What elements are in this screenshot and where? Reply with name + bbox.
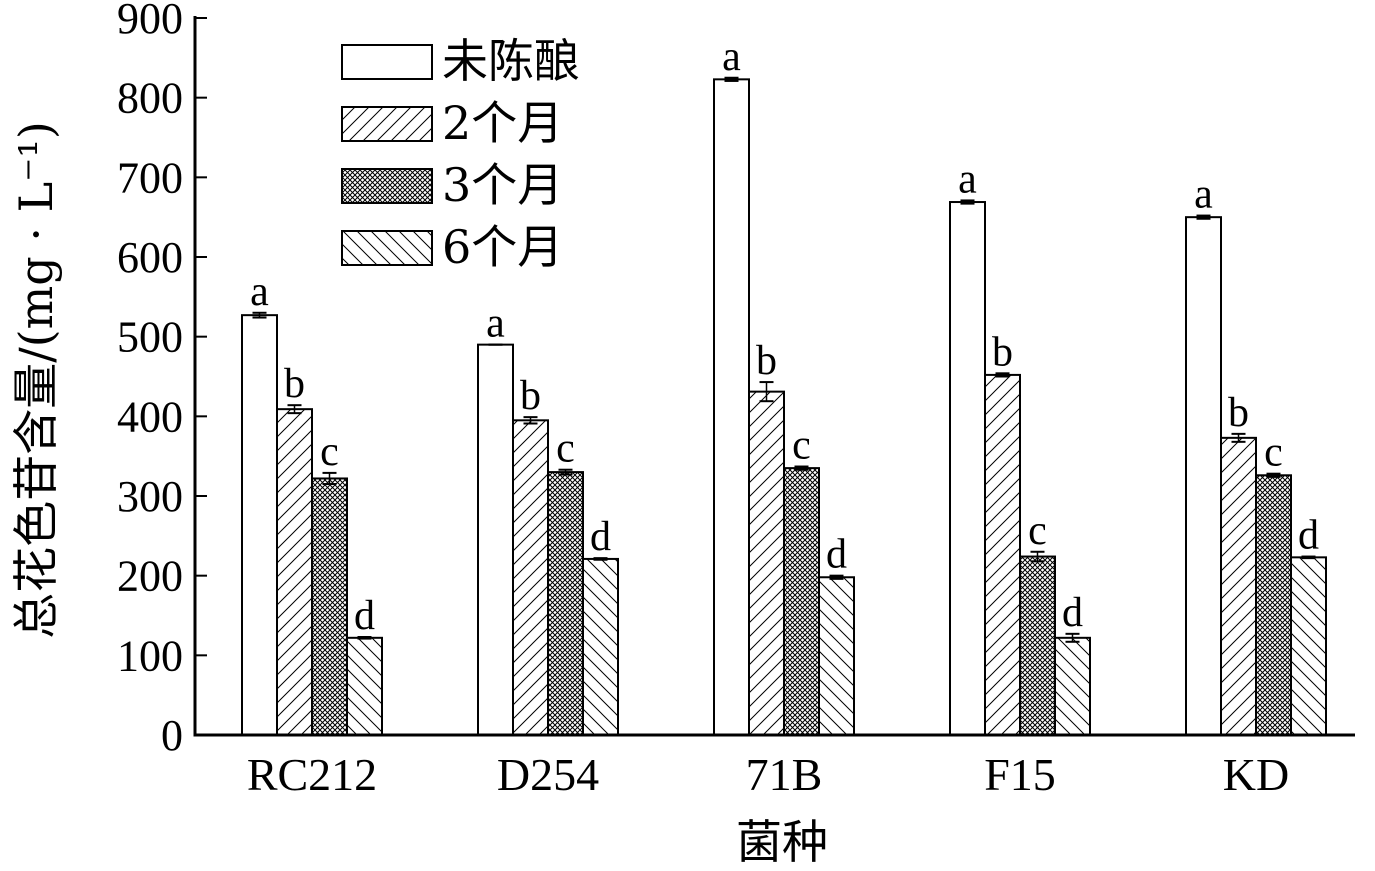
y-tick-label: 900	[117, 0, 183, 43]
bar-F15-3	[1054, 636, 1091, 736]
significance-letter-71B-1: b	[756, 338, 777, 384]
significance-letter-RC212-3: d	[354, 593, 375, 639]
bar-RC212-0	[241, 314, 278, 736]
bar-KD-2	[1255, 474, 1292, 736]
significance-letter-RC212-1: b	[284, 361, 305, 407]
significance-letter-RC212-2: c	[320, 429, 339, 475]
bar-D254-0	[477, 343, 514, 736]
bar-D254-2	[547, 471, 584, 736]
bar-71B-2	[783, 467, 820, 736]
significance-letter-RC212-0: a	[250, 269, 269, 315]
bar-RC212-3	[346, 636, 383, 736]
bar-71B-0	[713, 78, 750, 737]
legend-label-2: 3个月	[442, 158, 563, 212]
significance-letter-71B-2: c	[792, 423, 811, 469]
bar-D254-1	[512, 419, 549, 736]
bar-RC212-2	[311, 477, 348, 736]
axes	[193, 16, 1355, 737]
bar-D254-3	[582, 557, 619, 736]
x-tick-label-F15: F15	[984, 749, 1056, 800]
y-tick-label: 800	[117, 74, 183, 123]
legend-swatch-3	[341, 230, 433, 266]
bar-F15-2	[1019, 555, 1056, 737]
significance-letter-KD-2: c	[1264, 430, 1283, 476]
bar-71B-1	[748, 390, 785, 736]
significance-letter-71B-3: d	[826, 532, 847, 578]
x-tick-label-RC212: RC212	[247, 749, 377, 800]
significance-letter-KD-0: a	[1194, 172, 1213, 218]
y-tick-label: 100	[117, 631, 183, 680]
bar-F15-1	[984, 373, 1021, 736]
legend-swatch-1	[341, 106, 433, 142]
bar-F15-0	[949, 201, 986, 736]
bar-RC212-1	[276, 408, 313, 736]
legend-swatch-0	[341, 44, 433, 80]
significance-letter-71B-0: a	[722, 34, 741, 80]
y-axis-ticks: 0 100 200 300 400 500 600 700 800 900	[117, 0, 207, 760]
legend-label-3: 6个月	[442, 220, 563, 274]
bar-KD-0	[1185, 216, 1222, 736]
y-tick-label: 0	[161, 711, 183, 760]
y-tick-label: 200	[117, 552, 183, 601]
significance-letter-F15-1: b	[992, 329, 1013, 375]
legend-label-0: 未陈酿	[442, 34, 580, 88]
bar-KD-1	[1220, 436, 1257, 736]
legend-swatch-2	[341, 168, 433, 204]
y-tick-label: 300	[117, 472, 183, 521]
y-axis-title: 总花色苷含量/(mg · L⁻¹)	[9, 121, 63, 639]
category-labels: RC212 D254 71B F15 KD	[247, 749, 1289, 800]
significance-letter-D254-3: d	[590, 514, 611, 560]
x-tick-label-71B: 71B	[746, 749, 823, 800]
x-axis-title: 菌种	[736, 815, 828, 869]
significance-letter-F15-0: a	[958, 156, 977, 202]
significance-letter-D254-2: c	[556, 426, 575, 472]
x-tick-label-D254: D254	[497, 749, 599, 800]
significance-letter-F15-3: d	[1062, 590, 1083, 636]
y-tick-label: 400	[117, 392, 183, 441]
significance-letter-KD-1: b	[1228, 390, 1249, 436]
significance-letter-D254-1: b	[520, 373, 541, 419]
significance-letter-D254-0: a	[486, 301, 505, 347]
legend: 未陈酿 2个月 3个月 6个月	[341, 34, 580, 274]
y-tick-label: 600	[117, 233, 183, 282]
significance-letter-KD-3: d	[1298, 513, 1319, 559]
y-tick-label: 500	[117, 313, 183, 362]
bar-KD-3	[1290, 556, 1327, 736]
y-tick-label: 700	[117, 153, 183, 202]
x-tick-label-KD: KD	[1223, 749, 1289, 800]
bar-71B-3	[818, 576, 855, 737]
significance-letter-F15-2: c	[1028, 508, 1047, 554]
legend-label-1: 2个月	[442, 96, 563, 150]
